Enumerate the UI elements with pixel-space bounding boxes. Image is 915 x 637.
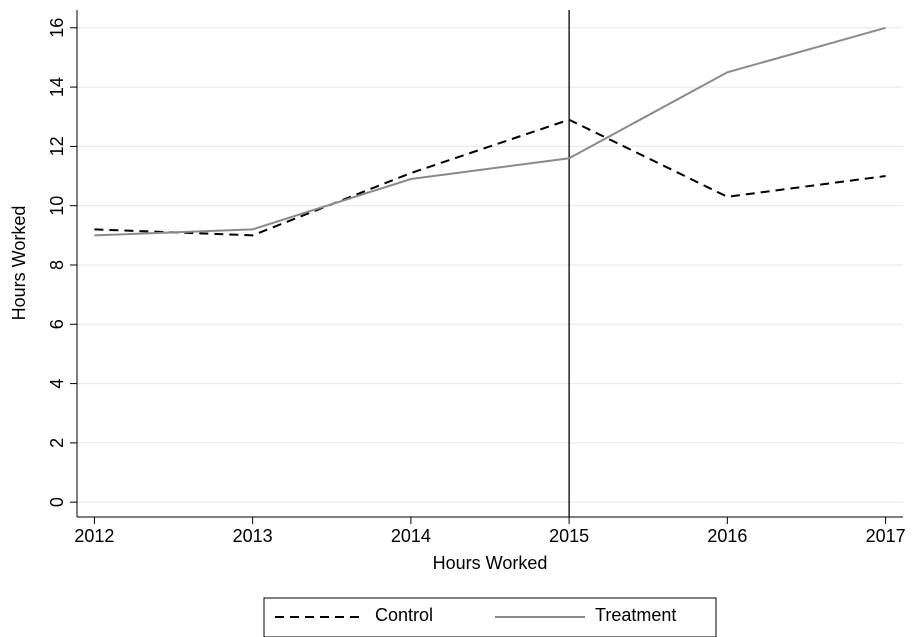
y-tick-label: 10 bbox=[47, 196, 67, 216]
x-tick-label: 2013 bbox=[233, 526, 273, 546]
y-tick-label: 14 bbox=[47, 77, 67, 97]
series-line bbox=[94, 118, 886, 237]
y-tick-label: 8 bbox=[47, 260, 67, 270]
x-tick-label: 2015 bbox=[549, 526, 589, 546]
y-tick-label: 0 bbox=[47, 497, 67, 507]
y-axis-title: Hours Worked bbox=[9, 206, 29, 321]
x-tick-label: 2016 bbox=[707, 526, 747, 546]
y-tick-label: 12 bbox=[47, 136, 67, 156]
legend-label: Treatment bbox=[595, 605, 676, 625]
y-tick-label: 2 bbox=[47, 438, 67, 448]
y-tick-label: 4 bbox=[47, 379, 67, 389]
x-tick-label: 2017 bbox=[866, 526, 906, 546]
x-tick-label: 2014 bbox=[391, 526, 431, 546]
legend-label: Control bbox=[375, 605, 433, 625]
x-tick-label: 2012 bbox=[74, 526, 114, 546]
y-tick-label: 6 bbox=[47, 319, 67, 329]
series-line bbox=[94, 26, 886, 237]
x-axis-title: Hours Worked bbox=[433, 553, 548, 573]
y-tick-label: 16 bbox=[47, 18, 67, 38]
